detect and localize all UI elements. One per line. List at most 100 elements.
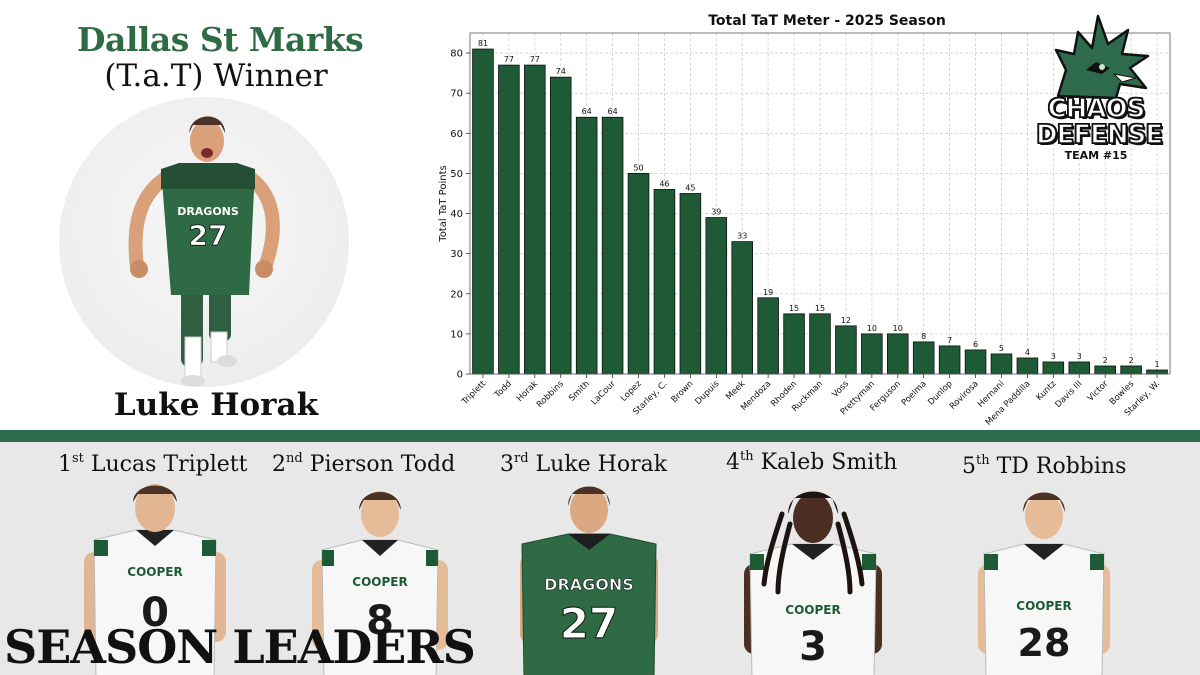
bar xyxy=(524,64,546,375)
winner-school: Dallas St Marks xyxy=(76,20,364,59)
x-tick-label: Triplett xyxy=(459,379,488,408)
leader-rank: 5 xyxy=(962,454,976,479)
x-tick-label: Poelma xyxy=(900,379,929,408)
bar-value-label: 7 xyxy=(947,336,952,345)
leader-rank: 1 xyxy=(58,452,72,477)
bar xyxy=(809,313,831,375)
tat-meter-chart: Total TaT Meter - 2025 Season 0 10 20 30 40 5… xyxy=(430,0,1200,430)
leader-name: Kaleb Smith xyxy=(760,450,898,475)
logo-word-defense: DEFENSE xyxy=(1035,119,1164,151)
bar xyxy=(887,333,909,375)
leader-photo: COOPER 28 xyxy=(978,492,1110,675)
chart-plot-frame xyxy=(469,32,1171,375)
x-tick-label: Robbins xyxy=(535,379,566,410)
bar-value-label: 12 xyxy=(841,316,851,325)
bar xyxy=(601,116,624,375)
leader-caption: 3rd Luke Horak xyxy=(500,452,667,477)
bar-value-label: 33 xyxy=(737,232,747,241)
bar xyxy=(575,116,598,375)
season-leaders-title: SEASON LEADERS xyxy=(4,620,476,674)
bar xyxy=(472,48,494,375)
leader-caption: 5th TD Robbins xyxy=(962,454,1126,479)
y-tick-label: 70 xyxy=(450,89,463,100)
leader-caption: 1st Lucas Triplett xyxy=(58,452,247,477)
bar-value-label: 45 xyxy=(685,183,695,192)
logo-word-chaos: CHAOS xyxy=(1047,93,1146,125)
leader-jersey-text: COOPER xyxy=(127,565,182,579)
bar xyxy=(861,333,883,375)
x-tick-label: Brown xyxy=(670,379,696,405)
x-tick-label: Todd xyxy=(492,379,514,401)
leader-jersey-number: 0 xyxy=(141,590,169,636)
logo-team-number: TEAM #15 xyxy=(1064,149,1128,162)
bar-value-label: 10 xyxy=(893,324,903,333)
chart-y-axis-label: Total TaT Points xyxy=(438,165,449,242)
winner-award-title: (T.a.T) Winner xyxy=(104,58,328,94)
y-tick-label: 60 xyxy=(450,129,463,140)
x-tick-label: Dupuis xyxy=(693,379,721,407)
winner-name: Luke Horak xyxy=(113,387,319,423)
leader-photo: COOPER 0 xyxy=(84,484,226,675)
x-tick-label: Meek xyxy=(724,379,747,402)
leader-rank-suffix: th xyxy=(976,453,990,468)
bar xyxy=(1094,365,1116,375)
leader-rank-suffix: th xyxy=(740,449,754,464)
leader-jersey-text: COOPER xyxy=(352,575,407,589)
bar xyxy=(1146,369,1168,375)
x-tick-label: LaCour xyxy=(589,379,618,408)
leader-rank-suffix: nd xyxy=(286,451,303,466)
bar xyxy=(990,353,1013,375)
winner-jersey-number: 27 xyxy=(189,219,228,252)
bar-value-label: 64 xyxy=(607,107,617,116)
leader-name: Luke Horak xyxy=(535,452,668,477)
bar-value-label: 6 xyxy=(973,340,978,349)
leader-rank: 2 xyxy=(272,452,286,477)
bar xyxy=(731,241,753,375)
leader-jersey-text: DRAGONS xyxy=(544,575,634,594)
bar-value-label: 64 xyxy=(582,107,592,116)
leader-name: Pierson Todd xyxy=(309,452,456,477)
leader-rank: 3 xyxy=(500,452,514,477)
bar xyxy=(705,217,728,375)
leader-name: Lucas Triplett xyxy=(90,452,248,477)
bar-value-label: 15 xyxy=(815,304,825,313)
bar xyxy=(498,64,520,375)
bar xyxy=(912,341,935,375)
leader-jersey-number: 28 xyxy=(1018,621,1071,665)
bar-value-label: 77 xyxy=(504,55,514,64)
bar xyxy=(1042,361,1065,375)
bar-value-label: 3 xyxy=(1077,352,1082,361)
bar-value-label: 74 xyxy=(556,67,566,76)
bar-value-label: 39 xyxy=(711,208,721,217)
bar-value-label: 5 xyxy=(999,344,1004,353)
y-tick-label: 30 xyxy=(450,249,463,260)
section-divider xyxy=(0,430,1200,442)
leader-photo: COOPER 3 xyxy=(744,491,882,675)
bar xyxy=(549,76,572,375)
bar xyxy=(653,189,676,375)
leader-photo: COOPER 8 xyxy=(312,491,448,675)
bar-value-label: 8 xyxy=(921,332,926,341)
winner-player-figure: DRAGONS 27 xyxy=(128,116,280,387)
bar-value-label: 2 xyxy=(1129,356,1134,365)
bar-value-label: 3 xyxy=(1051,352,1056,361)
bar xyxy=(1016,357,1039,375)
bar xyxy=(757,297,779,375)
chart-y-ticks: 0 10 20 30 40 50 60 70 80 xyxy=(450,49,470,381)
leader-photo: DRAGONS 27 xyxy=(520,486,658,675)
bar-value-label: 19 xyxy=(763,288,773,297)
x-tick-label: Voss xyxy=(830,379,851,400)
winner-jersey-text: DRAGONS xyxy=(177,205,239,218)
x-tick-label: Victor xyxy=(1086,379,1111,404)
leader-caption: 4th Kaleb Smith xyxy=(726,450,897,475)
leader-name: TD Robbins xyxy=(996,454,1127,479)
x-tick-label: Kuntz xyxy=(1035,379,1059,403)
bar-value-label: 50 xyxy=(633,163,643,172)
y-tick-label: 10 xyxy=(450,329,463,340)
leader-jersey-number: 3 xyxy=(799,624,827,670)
bar-value-label: 4 xyxy=(1025,348,1030,357)
x-tick-label: Rovirosa xyxy=(948,379,981,412)
x-tick-label: Smith xyxy=(567,379,592,404)
